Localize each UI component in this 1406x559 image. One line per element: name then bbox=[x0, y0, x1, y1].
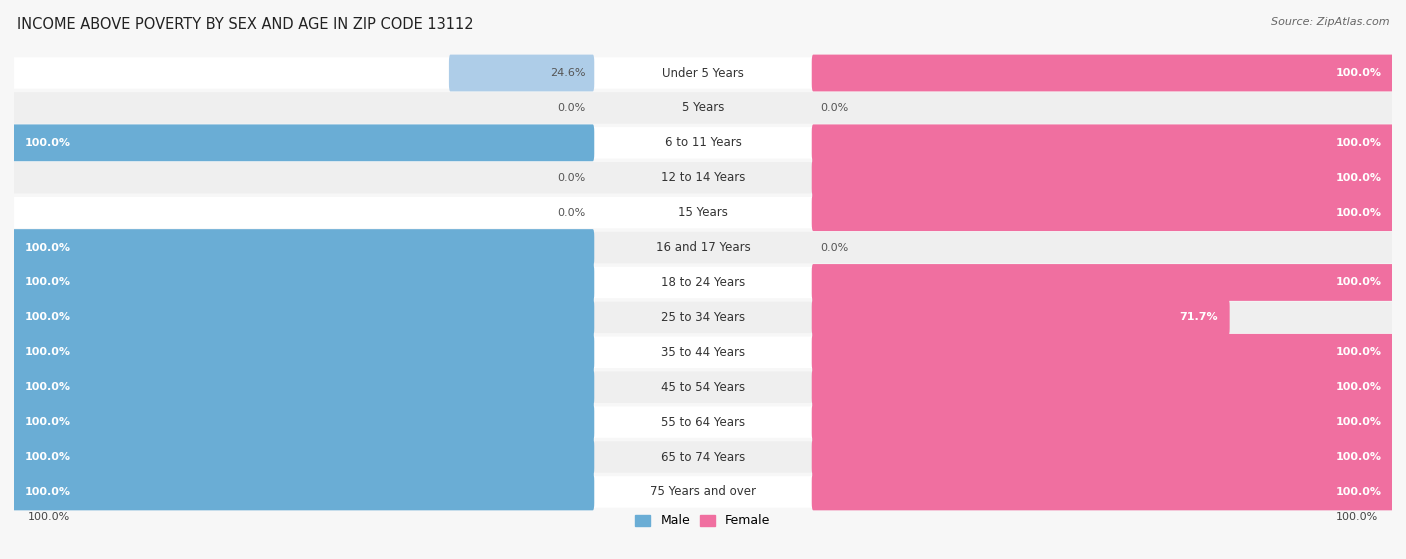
FancyBboxPatch shape bbox=[14, 406, 1392, 438]
Text: 75 Years and over: 75 Years and over bbox=[650, 485, 756, 499]
FancyBboxPatch shape bbox=[811, 369, 1393, 406]
Text: 100.0%: 100.0% bbox=[24, 452, 70, 462]
Text: 100.0%: 100.0% bbox=[1336, 512, 1378, 522]
FancyBboxPatch shape bbox=[13, 369, 595, 406]
FancyBboxPatch shape bbox=[811, 264, 1393, 301]
FancyBboxPatch shape bbox=[13, 473, 595, 510]
Text: 100.0%: 100.0% bbox=[24, 347, 70, 357]
FancyBboxPatch shape bbox=[14, 267, 1392, 298]
Text: 65 to 74 Years: 65 to 74 Years bbox=[661, 451, 745, 463]
FancyBboxPatch shape bbox=[14, 92, 1392, 124]
Text: 100.0%: 100.0% bbox=[24, 138, 70, 148]
FancyBboxPatch shape bbox=[13, 299, 595, 336]
Text: 24.6%: 24.6% bbox=[550, 68, 586, 78]
Text: 100.0%: 100.0% bbox=[24, 312, 70, 323]
FancyBboxPatch shape bbox=[811, 194, 1393, 231]
Text: 45 to 54 Years: 45 to 54 Years bbox=[661, 381, 745, 394]
FancyBboxPatch shape bbox=[13, 125, 595, 161]
Text: 100.0%: 100.0% bbox=[24, 243, 70, 253]
FancyBboxPatch shape bbox=[14, 337, 1392, 368]
Text: 100.0%: 100.0% bbox=[1336, 138, 1382, 148]
FancyBboxPatch shape bbox=[14, 476, 1392, 508]
FancyBboxPatch shape bbox=[811, 55, 1393, 92]
FancyBboxPatch shape bbox=[811, 473, 1393, 510]
Text: 100.0%: 100.0% bbox=[1336, 487, 1382, 497]
Text: 100.0%: 100.0% bbox=[1336, 277, 1382, 287]
FancyBboxPatch shape bbox=[14, 441, 1392, 473]
Text: 35 to 44 Years: 35 to 44 Years bbox=[661, 346, 745, 359]
FancyBboxPatch shape bbox=[13, 334, 595, 371]
FancyBboxPatch shape bbox=[14, 197, 1392, 229]
Text: 100.0%: 100.0% bbox=[1336, 347, 1382, 357]
FancyBboxPatch shape bbox=[14, 127, 1392, 159]
FancyBboxPatch shape bbox=[13, 404, 595, 440]
Text: 100.0%: 100.0% bbox=[1336, 417, 1382, 427]
Legend: Male, Female: Male, Female bbox=[630, 509, 776, 532]
Text: 100.0%: 100.0% bbox=[1336, 207, 1382, 217]
FancyBboxPatch shape bbox=[14, 302, 1392, 333]
FancyBboxPatch shape bbox=[14, 57, 1392, 89]
Text: 55 to 64 Years: 55 to 64 Years bbox=[661, 416, 745, 429]
Text: 16 and 17 Years: 16 and 17 Years bbox=[655, 241, 751, 254]
Text: 0.0%: 0.0% bbox=[558, 103, 586, 113]
FancyBboxPatch shape bbox=[13, 264, 595, 301]
Text: 100.0%: 100.0% bbox=[24, 487, 70, 497]
Text: INCOME ABOVE POVERTY BY SEX AND AGE IN ZIP CODE 13112: INCOME ABOVE POVERTY BY SEX AND AGE IN Z… bbox=[17, 17, 474, 32]
Text: Source: ZipAtlas.com: Source: ZipAtlas.com bbox=[1271, 17, 1389, 27]
FancyBboxPatch shape bbox=[811, 159, 1393, 196]
Text: 12 to 14 Years: 12 to 14 Years bbox=[661, 171, 745, 184]
Text: Under 5 Years: Under 5 Years bbox=[662, 67, 744, 79]
FancyBboxPatch shape bbox=[811, 299, 1230, 336]
FancyBboxPatch shape bbox=[14, 232, 1392, 263]
FancyBboxPatch shape bbox=[811, 404, 1393, 440]
Text: 0.0%: 0.0% bbox=[558, 173, 586, 183]
Text: 5 Years: 5 Years bbox=[682, 101, 724, 115]
FancyBboxPatch shape bbox=[14, 372, 1392, 403]
Text: 6 to 11 Years: 6 to 11 Years bbox=[665, 136, 741, 149]
Text: 0.0%: 0.0% bbox=[820, 243, 848, 253]
Text: 0.0%: 0.0% bbox=[558, 207, 586, 217]
Text: 100.0%: 100.0% bbox=[1336, 452, 1382, 462]
Text: 100.0%: 100.0% bbox=[1336, 68, 1382, 78]
FancyBboxPatch shape bbox=[13, 439, 595, 475]
Text: 25 to 34 Years: 25 to 34 Years bbox=[661, 311, 745, 324]
FancyBboxPatch shape bbox=[811, 439, 1393, 475]
FancyBboxPatch shape bbox=[14, 162, 1392, 193]
Text: 100.0%: 100.0% bbox=[24, 382, 70, 392]
Text: 15 Years: 15 Years bbox=[678, 206, 728, 219]
Text: 100.0%: 100.0% bbox=[24, 417, 70, 427]
Text: 18 to 24 Years: 18 to 24 Years bbox=[661, 276, 745, 289]
Text: 100.0%: 100.0% bbox=[1336, 173, 1382, 183]
Text: 100.0%: 100.0% bbox=[28, 512, 70, 522]
Text: 100.0%: 100.0% bbox=[1336, 382, 1382, 392]
Text: 100.0%: 100.0% bbox=[24, 277, 70, 287]
Text: 71.7%: 71.7% bbox=[1180, 312, 1218, 323]
FancyBboxPatch shape bbox=[13, 229, 595, 266]
FancyBboxPatch shape bbox=[811, 125, 1393, 161]
Text: 0.0%: 0.0% bbox=[820, 103, 848, 113]
FancyBboxPatch shape bbox=[449, 55, 595, 92]
FancyBboxPatch shape bbox=[811, 334, 1393, 371]
